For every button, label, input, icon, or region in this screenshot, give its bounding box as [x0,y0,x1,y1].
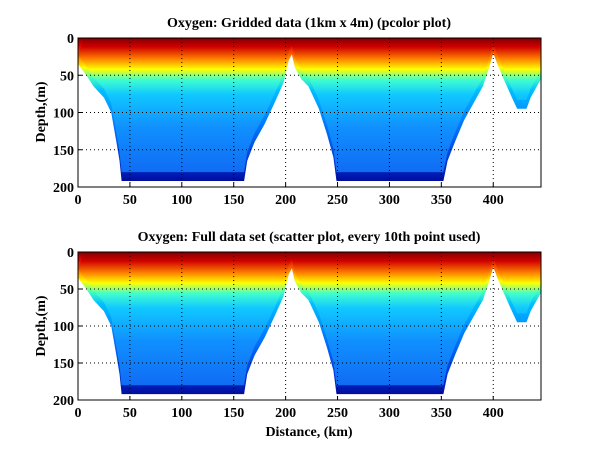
x-tick-label: 250 [327,406,348,421]
x-tick-label: 150 [223,193,244,208]
y-tick-label: 150 [53,144,74,159]
y-tick-label: 0 [67,32,74,47]
bottom-plot-xlabel: Distance, (km) [265,425,352,440]
x-tick-label: 50 [123,406,137,421]
y-tick-label: 150 [53,357,74,372]
oxygen-field-interior [78,252,541,386]
oxygen-field-interior [78,38,541,173]
y-tick-label: 50 [60,69,74,84]
axes-frame [77,37,542,188]
x-tick-label: 200 [275,406,296,421]
y-tick-label: 200 [53,394,74,409]
bottom-plot: Oxygen: Full data set (scatter plot, eve… [34,230,542,440]
y-tick-label: 100 [53,107,74,122]
x-tick-label: 150 [223,406,244,421]
y-tick-label: 50 [60,283,74,298]
y-tick-label: 100 [53,320,74,335]
bottom-plot-ylabel: Depth,(m) [34,295,49,356]
x-tick-label: 400 [483,193,504,208]
y-tick-label: 200 [53,181,74,196]
axes-frame [77,251,542,401]
x-tick-label: 300 [379,406,400,421]
top-plot: Oxygen: Gridded data (1km x 4m) (pcolor … [34,16,542,208]
x-tick-label: 400 [483,406,504,421]
x-tick-label: 200 [275,193,296,208]
x-tick-label: 350 [431,193,452,208]
x-tick-label: 0 [75,406,82,421]
x-tick-label: 100 [171,406,192,421]
x-tick-label: 0 [75,193,82,208]
x-tick-label: 100 [171,193,192,208]
y-tick-label: 0 [67,246,74,261]
x-tick-label: 350 [431,406,452,421]
top-plot-ylabel: Depth,(m) [34,81,49,142]
x-tick-label: 300 [379,193,400,208]
top-plot-title: Oxygen: Gridded data (1km x 4m) (pcolor … [167,16,451,31]
bottom-plot-title: Oxygen: Full data set (scatter plot, eve… [138,230,481,245]
x-tick-label: 50 [123,193,137,208]
x-tick-label: 250 [327,193,348,208]
